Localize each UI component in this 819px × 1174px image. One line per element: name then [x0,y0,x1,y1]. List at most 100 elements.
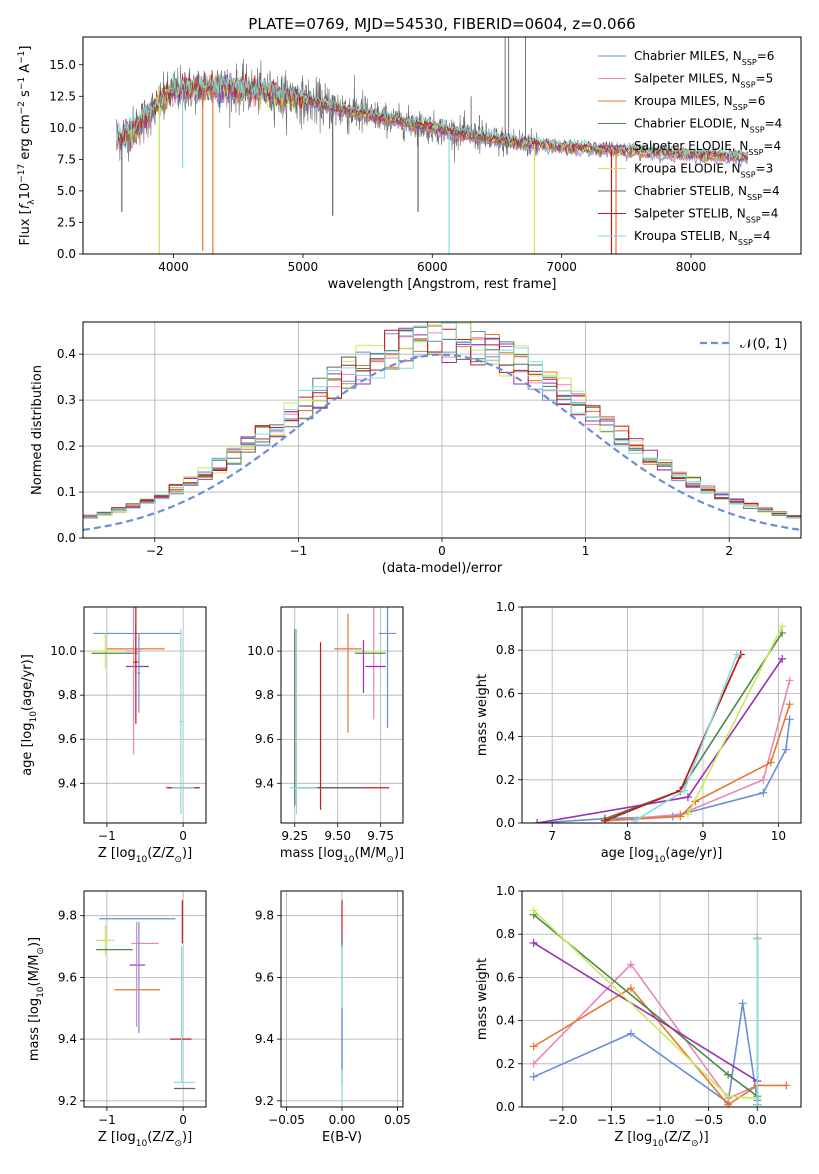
y-tick-label: 10.0 [247,644,274,658]
weight-marker-chabrier_miles [626,1029,635,1038]
weight-marker-salpeter_miles [785,676,794,685]
y-tick-label: 9.6 [58,970,77,984]
x-axis-label-part: ⊙ [691,1139,699,1149]
legend-label-part: =4 [762,184,780,198]
y-tick-label: 9.4 [58,1032,77,1046]
x-axis-label-part: 10 [654,855,666,865]
x-axis-label-part: ⊙ [174,1139,182,1149]
weight-marker-kroupa_elodie [778,622,787,631]
y-axis-label: mass weight [475,674,490,756]
x-tick-label: 6000 [417,260,448,274]
weight-line-chabrier_stelib [604,654,742,822]
x-axis-label-part: (Z/Z [147,846,174,861]
y-tick-label: 9.4 [255,776,274,790]
y-axis-label-part: mass [log [27,998,42,1061]
y-tick-label: 0.2 [496,1057,515,1071]
legend-label-part: SSP [748,148,763,157]
y-tick-label: 9.4 [58,776,77,790]
y-axis-label: mass weight [475,958,490,1040]
legend-label-part: Chabrier ELODIE, N [634,117,750,131]
y-tick-label: 1.0 [496,884,515,898]
weight-marker-salpeter_elodie [683,793,692,802]
panel-3: 9.25 9.50 9.75 9.4 9.6 9.8 10.0 mass [log10(M/M… [247,606,404,865]
weight-marker-kroupa_stelib [680,786,689,795]
x-axis-label: Z [log10(Z/Z⊙)] [614,1130,708,1149]
weight-marker-kroupa_elodie [724,1092,733,1101]
x-tick-label: −0.05 [268,1113,305,1127]
plot-area [529,906,791,1107]
plot-area [90,607,200,815]
panel-7: −2.0 −1.5 −1.0 −0.5 0.0 0.0 0.2 0.4 0.6 0.8 1.0 Z [… [475,884,802,1149]
y-tick-label: 0.8 [496,643,515,657]
x-axis-label: mass [log10(M/M⊙)] [280,846,404,865]
weight-marker-kroupa_miles [785,700,794,709]
weight-marker-salpeter_elodie [778,654,787,663]
legend-label-salpeter_elodie: Salpeter ELODIE, NSSP=4 [634,139,781,157]
weight-marker-kroupa_miles [676,812,685,821]
x-axis-label: age [log10(age/yr)] [601,846,723,865]
x-tick-label: −1 [290,544,308,558]
y-tick-label: 0.0 [57,531,76,545]
x-axis-label-part: )] [182,846,192,861]
weight-marker-kroupa_miles [626,984,635,993]
x-axis-label-part: Z [log [614,1130,652,1145]
y-tick-label: 2.5 [57,215,76,229]
x-axis-label-part: Z [log [98,1130,136,1145]
legend-label-salpeter_miles: Salpeter MILES, NSSP=5 [634,72,773,90]
figure-title: PLATE=0769, MJD=54530, FIBERID=0604, z=0… [248,15,635,33]
model-spectrum-kroupa_stelib [116,72,748,159]
x-axis-label-part: ⊙ [386,855,394,865]
y-axis-label-part: A [18,64,33,77]
legend-label-part: =4 [753,229,771,243]
x-tick-label: 0.05 [384,1113,411,1127]
y-axis-label-part: erg cm [18,114,33,163]
x-tick-label: 9.25 [281,829,308,843]
y-tick-label: 0.3 [57,393,76,407]
legend-label-part: Salpeter STELIB, N [634,207,746,221]
legend-label-part: Salpeter MILES, N [634,72,741,86]
y-tick-label: 0.8 [496,927,515,941]
gaussian-curve [83,353,801,531]
x-axis-label: (data-model)/error [382,561,503,576]
x-axis-label: wavelength [Angstrom, rest frame] [328,277,557,292]
weight-line-salpeter_miles [604,680,791,822]
x-tick-label: 0.00 [329,1113,356,1127]
y-axis-label-part: 10 [36,986,46,998]
y-tick-label: 9.6 [58,732,77,746]
y-tick-label: 9.8 [58,909,77,923]
plot-area [289,607,397,815]
y-axis-label-part: −2 [17,101,27,114]
weight-line-kroupa_miles [604,703,791,822]
y-tick-label: 15.0 [49,58,76,72]
weight-marker-chabrier_miles [759,788,768,797]
weight-line-salpeter_miles [533,963,758,1100]
axes-frame [521,890,802,1108]
weight-line-chabrier_miles [537,719,791,823]
legend-label-kroupa_stelib: Kroupa STELIB, NSSP=4 [634,229,771,247]
weight-marker-chabrier_miles [529,1072,538,1081]
weight-line-salpeter_elodie [533,942,758,1082]
y-tick-label: 5.0 [57,184,76,198]
y-tick-label: 9.8 [58,688,77,702]
x-tick-label: 7 [548,829,556,843]
legend-label-part: SSP [747,193,762,202]
legend-label-part: =6 [748,94,766,108]
plot-area [83,322,801,531]
x-axis-label: E(B-V) [322,1130,362,1145]
y-axis-label-part: (age/yr)] [20,654,35,711]
y-axis-label: age [log10(age/yr)] [20,654,39,776]
weight-marker-kroupa_stelib [732,650,741,659]
x-tick-label: −2.0 [548,1113,577,1127]
x-axis-label-part: mass [log [280,846,343,861]
weight-marker-kroupa_stelib [753,1100,762,1107]
panel-5: −1 09.29.49.69.8Z [log10(Z/Z⊙)]mass [log1… [27,890,207,1149]
x-axis-label-part: 10 [136,855,148,865]
x-tick-label: −0.5 [694,1113,723,1127]
y-axis-label: Flux [fλ10−17 erg cm−2 s−1 A−1] [17,46,37,246]
x-tick-label: 0.0 [748,1113,767,1127]
x-tick-label: 8000 [676,260,707,274]
y-axis-label-part: 10 [29,711,39,723]
weight-marker-kroupa_elodie [683,810,692,819]
